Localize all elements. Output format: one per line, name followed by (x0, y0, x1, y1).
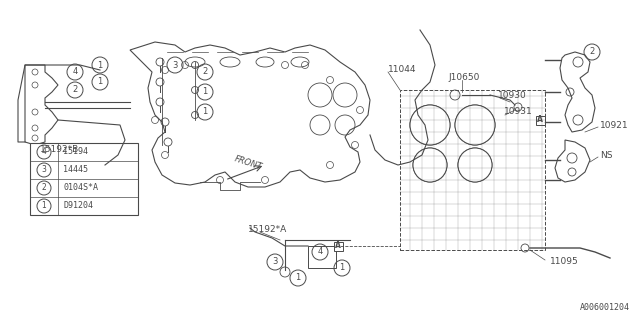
Text: 11044: 11044 (388, 66, 417, 75)
Text: 2: 2 (42, 183, 46, 193)
Bar (333, 242, 342, 251)
Text: 2: 2 (589, 47, 595, 57)
Text: A: A (335, 242, 341, 251)
Text: 4: 4 (317, 247, 323, 257)
Text: 1: 1 (202, 108, 207, 116)
Text: 2: 2 (202, 68, 207, 76)
Text: 15192*A: 15192*A (248, 226, 287, 235)
Text: J10650: J10650 (448, 74, 479, 83)
Circle shape (455, 105, 495, 145)
Text: 3: 3 (272, 258, 278, 267)
Text: 3: 3 (42, 165, 47, 174)
Text: 10930: 10930 (498, 91, 527, 100)
Text: 1: 1 (296, 274, 301, 283)
Text: 4: 4 (42, 148, 47, 156)
Bar (308, 246, 336, 268)
Text: 14445: 14445 (63, 165, 88, 174)
Text: A: A (537, 116, 543, 124)
Text: 1: 1 (42, 202, 46, 211)
Text: 1: 1 (97, 60, 102, 69)
Text: 10931: 10931 (504, 108, 532, 116)
Text: 15194: 15194 (63, 148, 88, 156)
Circle shape (410, 105, 450, 145)
Text: 3: 3 (172, 60, 178, 69)
Text: 1: 1 (97, 77, 102, 86)
Bar (30, 143, 138, 215)
Text: 11095: 11095 (550, 258, 579, 267)
Text: D91204: D91204 (63, 202, 93, 211)
Text: 1: 1 (339, 263, 344, 273)
Text: 0104S*A: 0104S*A (63, 183, 98, 193)
Text: 1: 1 (202, 87, 207, 97)
Text: A006001204: A006001204 (580, 303, 630, 312)
Text: 10921: 10921 (600, 121, 628, 130)
Circle shape (413, 148, 447, 182)
Bar (400, 90, 545, 250)
Bar (536, 116, 545, 124)
Text: 2: 2 (72, 85, 77, 94)
Text: 15192*B: 15192*B (40, 146, 79, 155)
Text: 4: 4 (72, 68, 77, 76)
Circle shape (458, 148, 492, 182)
Text: FRONT: FRONT (233, 155, 263, 172)
Text: NS: NS (600, 150, 612, 159)
